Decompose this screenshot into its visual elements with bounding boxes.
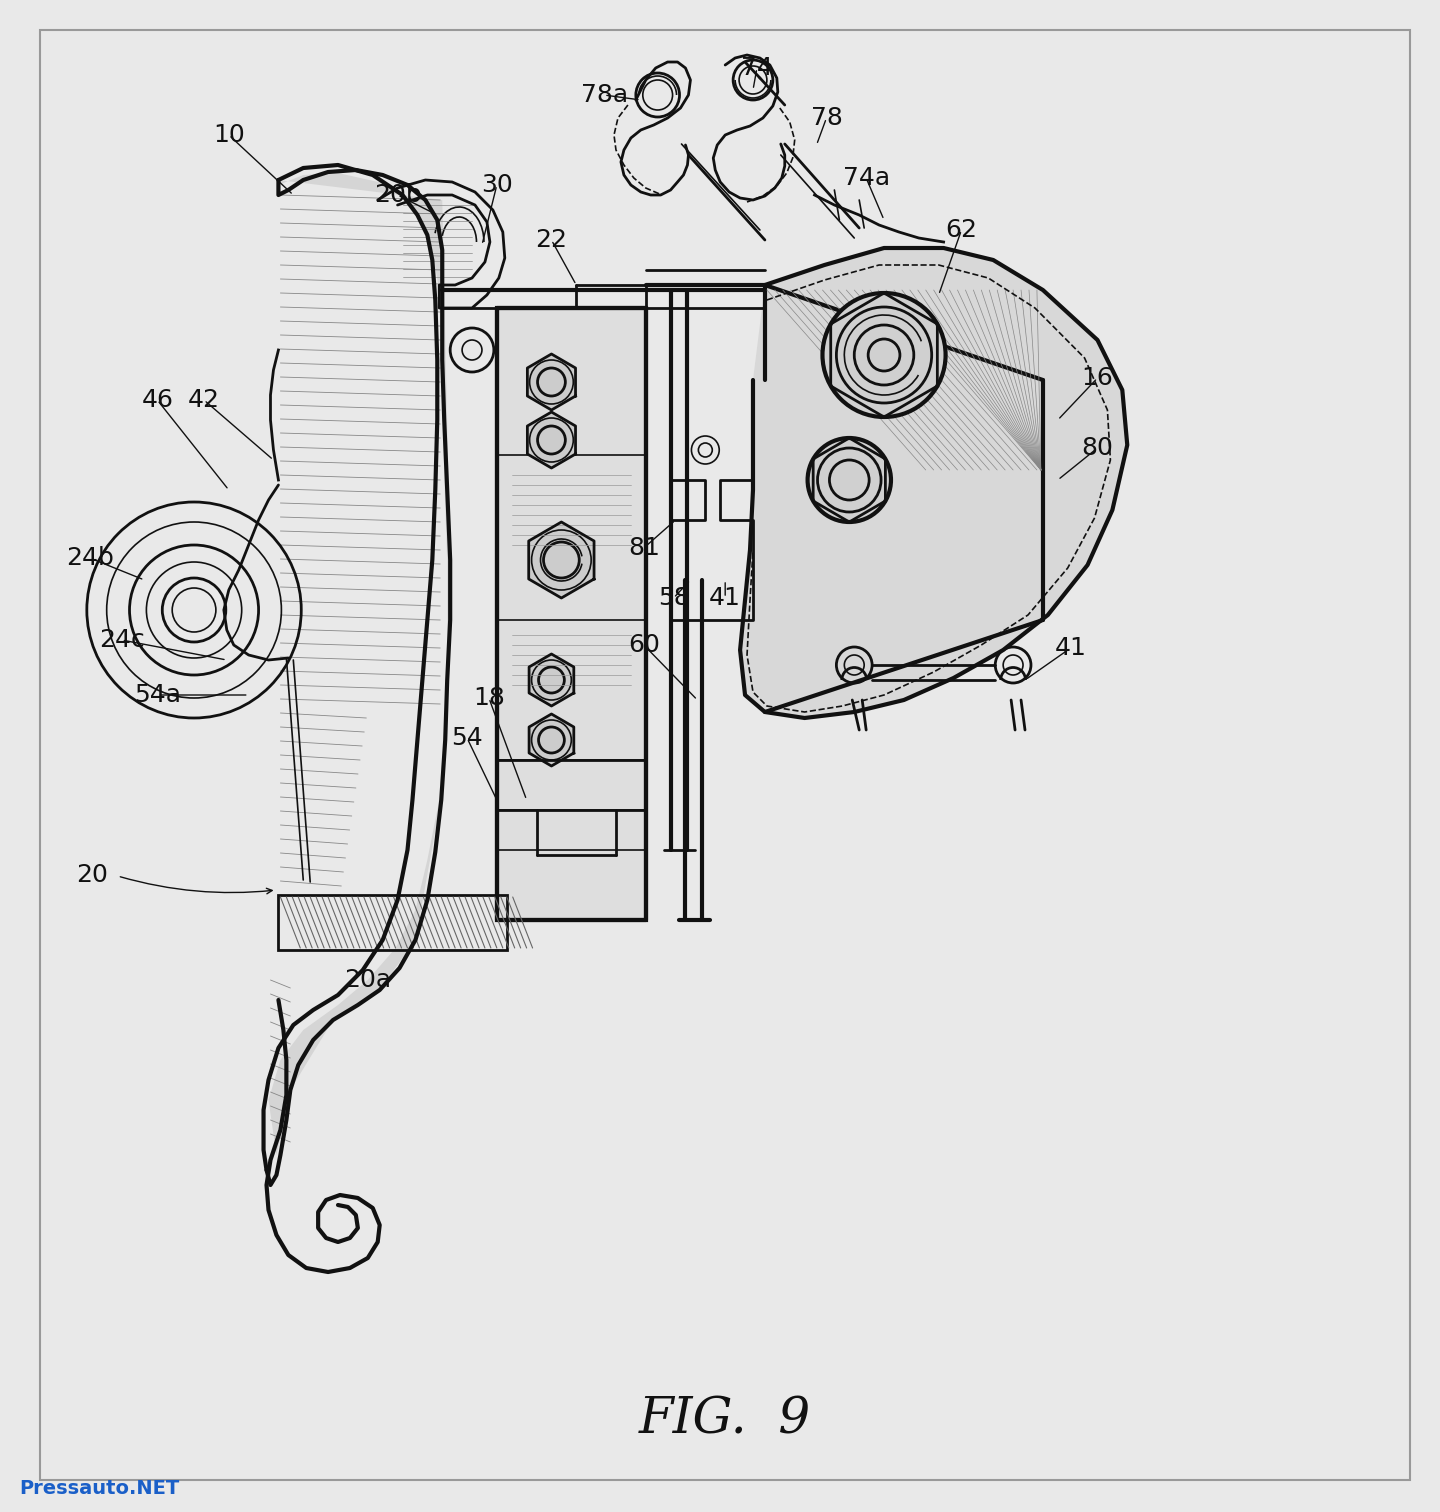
Text: 62: 62	[946, 218, 978, 242]
Text: 60: 60	[628, 634, 660, 658]
Polygon shape	[528, 655, 573, 706]
Polygon shape	[268, 172, 451, 1155]
Text: 30: 30	[481, 172, 513, 197]
Text: 41: 41	[710, 587, 742, 609]
Text: 22: 22	[536, 228, 567, 253]
Text: 80: 80	[1081, 435, 1113, 460]
Text: 54: 54	[451, 726, 482, 750]
Text: 24b: 24b	[66, 546, 114, 570]
Text: 58: 58	[658, 587, 690, 609]
Text: 20a: 20a	[344, 968, 392, 992]
Text: 74a: 74a	[842, 166, 890, 191]
Text: 74: 74	[742, 56, 773, 80]
Polygon shape	[527, 354, 576, 410]
Text: 42: 42	[189, 389, 220, 411]
Polygon shape	[497, 308, 645, 919]
Text: 41: 41	[1054, 637, 1087, 661]
Circle shape	[808, 438, 891, 522]
Text: 20: 20	[76, 863, 108, 888]
Text: 20b: 20b	[374, 183, 422, 207]
Text: 10: 10	[213, 122, 245, 147]
Text: 78: 78	[811, 106, 842, 130]
Text: FIG.  9: FIG. 9	[639, 1396, 811, 1445]
Text: 54a: 54a	[134, 683, 181, 708]
Text: 16: 16	[1081, 366, 1113, 390]
Polygon shape	[740, 248, 1128, 718]
Polygon shape	[527, 411, 576, 469]
Polygon shape	[528, 522, 595, 599]
Text: 18: 18	[472, 686, 505, 711]
Text: 81: 81	[628, 535, 660, 559]
Text: 24c: 24c	[99, 627, 144, 652]
Circle shape	[822, 293, 946, 417]
Text: 46: 46	[141, 389, 173, 411]
Text: 78a: 78a	[580, 83, 628, 107]
Polygon shape	[528, 714, 573, 767]
Text: Pressauto.NET: Pressauto.NET	[20, 1479, 180, 1497]
